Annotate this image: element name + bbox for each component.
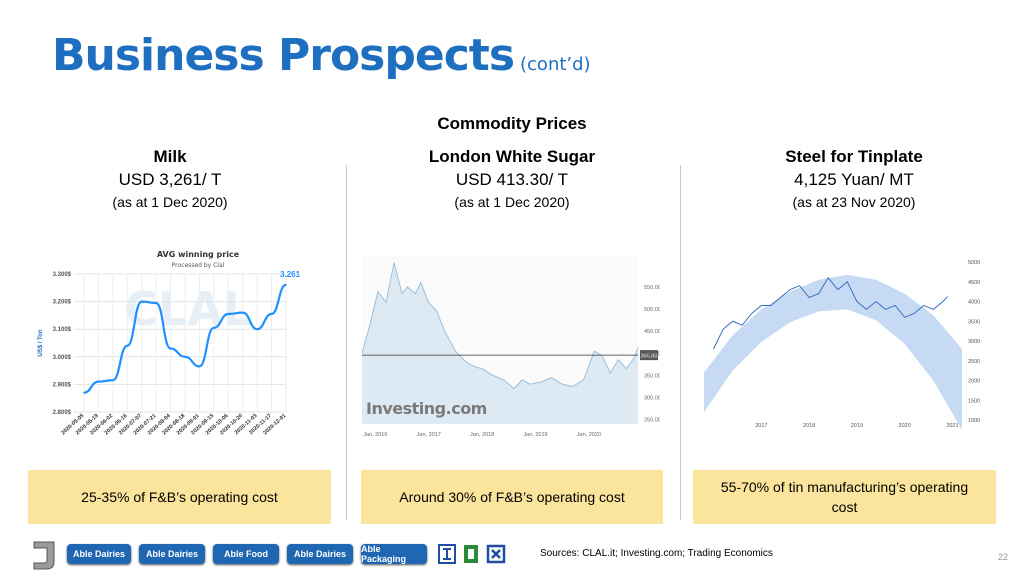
partner-logo-icon — [486, 544, 506, 564]
commodity-price: USD 413.30/ T — [455, 170, 569, 189]
page-number: 22 — [997, 552, 1008, 562]
data-point — [241, 311, 244, 314]
sugar-column: London White Sugar USD 413.30/ T (as at … — [362, 146, 662, 212]
data-point — [256, 328, 258, 330]
y-tick-label: 2000 — [968, 379, 980, 385]
sugar-price-line — [361, 262, 639, 390]
commodity-date: (as at 1 Dec 2020) — [112, 194, 228, 210]
sugar-cost-note: Around 30% of F&B’s operating cost — [361, 470, 663, 524]
data-point — [270, 313, 273, 315]
y-tick-label: 300.00 — [644, 395, 660, 401]
data-point — [285, 283, 287, 286]
column-divider — [346, 165, 347, 520]
x-tick-label: 2020 — [899, 423, 911, 429]
steel-price-chart: 1000 1500 2000 2500 3000 3500 4000 4500 5000 2017… — [704, 260, 980, 430]
sources-note: Sources: CLAL.it; Investing.com; Trading… — [540, 548, 773, 559]
y-tick-label: 1500 — [968, 398, 980, 404]
y-tick-label: 2.900$ — [53, 382, 72, 388]
data-point — [184, 356, 186, 358]
steel-column: Steel for Tinplate 4,125 Yuan/ MT (as at… — [704, 146, 1004, 212]
milk-column: Milk USD 3,261/ T (as at 1 Dec 2020) — [20, 146, 320, 212]
commodity-price: USD 3,261/ T — [118, 170, 222, 189]
brand-logo: Able Food — [213, 544, 279, 564]
sugar-price-chart: 395.80 Investing.com 250.00 300.00 350.00 400… — [361, 256, 660, 438]
commodity-name: Steel for Tinplate — [785, 147, 923, 166]
data-point — [213, 327, 215, 329]
x-tick-label: Jan, 2018 — [470, 432, 494, 438]
x-tick-label: 2017 — [755, 423, 767, 429]
steel-price-line — [713, 276, 949, 350]
y-tick-label: 2500 — [968, 359, 980, 365]
steel-cost-note: 55-70% of tin manufacturing’s operating … — [693, 470, 996, 524]
brand-logo: Able Packaging — [361, 544, 427, 564]
y-tick-label: 3.000$ — [53, 355, 72, 361]
x-tick-label: 2018 — [803, 423, 815, 429]
column-divider — [680, 165, 681, 520]
data-point — [227, 313, 230, 315]
page-subtitle: (cont’d) — [520, 54, 591, 75]
y-tick-label: 450.00 — [644, 329, 660, 335]
milk-price-chart: AVG winning price Processed by Clal CLAL 2.… — [38, 250, 300, 436]
forecast-band — [704, 274, 962, 430]
data-point — [126, 344, 129, 347]
commodity-price: 4,125 Yuan/ MT — [794, 170, 914, 189]
y-tick-label: 3.300$ — [53, 272, 72, 278]
data-point — [140, 300, 143, 303]
x-tick-label: Jan, 2020 — [577, 432, 601, 438]
partner-logo-icon — [464, 545, 478, 563]
y-tick-label: 5000 — [968, 260, 980, 266]
company-logo-icon — [33, 541, 55, 570]
y-tick-label: 2.800$ — [53, 410, 72, 416]
y-tick-label: 350.00 — [644, 373, 660, 379]
y-tick-label: 3.100$ — [53, 327, 72, 333]
x-tick-label: Jan, 2019 — [523, 432, 547, 438]
chart-watermark: Investing.com — [366, 399, 487, 418]
reference-label: 395.80 — [641, 354, 658, 360]
data-point — [155, 302, 157, 304]
commodity-date: (as at 23 Nov 2020) — [792, 194, 916, 210]
partner-logo-icon — [438, 544, 456, 564]
data-point — [97, 380, 100, 383]
y-tick-label: 250.00 — [644, 418, 660, 424]
data-point — [169, 347, 172, 350]
commodity-date: (as at 1 Dec 2020) — [454, 194, 570, 210]
data-point — [83, 391, 85, 394]
x-tick-label: Jan, 2016 — [363, 432, 387, 438]
chart-watermark: CLAL — [124, 282, 252, 336]
brand-logo: Able Dairies — [139, 544, 205, 564]
brand-logo: Able Dairies — [67, 544, 131, 564]
milk-cost-note: 25-35% of F&B’s operating cost — [28, 470, 331, 524]
sugar-area-fill — [362, 262, 638, 424]
commodity-name: London White Sugar — [428, 147, 596, 166]
section-heading: Commodity Prices — [437, 114, 587, 133]
chart-subtitle: Processed by Clal — [172, 262, 225, 269]
y-tick-label: 3.200$ — [53, 300, 72, 306]
commodity-name: Milk — [153, 147, 187, 166]
last-value-label: 3.261$ — [280, 270, 300, 279]
y-tick-label: 4000 — [968, 300, 980, 306]
x-tick-label: 2021 — [946, 423, 958, 429]
chart-title: AVG winning price — [157, 250, 240, 259]
data-point — [198, 365, 201, 368]
y-tick-label: 500.00 — [644, 307, 660, 313]
x-tick-label: 2019 — [851, 423, 863, 429]
y-axis-label: US$ / Ton — [38, 329, 44, 357]
y-tick-label: 3000 — [968, 339, 980, 345]
y-tick-label: 550.00 — [644, 285, 660, 291]
y-tick-label: 400.00 — [644, 351, 660, 357]
brand-logo: Able Dairies — [287, 544, 353, 564]
y-tick-label: 3500 — [968, 319, 980, 325]
x-tick-label: Jan, 2017 — [417, 432, 441, 438]
footer: Able Dairies Able Dairies Able Food Able… — [0, 538, 1024, 574]
reference-label-box — [640, 350, 658, 361]
y-tick-label: 1000 — [968, 418, 980, 424]
page-title: Business Prospects (cont’d) — [52, 30, 591, 81]
data-point — [112, 379, 114, 382]
y-tick-label: 4500 — [968, 280, 980, 286]
